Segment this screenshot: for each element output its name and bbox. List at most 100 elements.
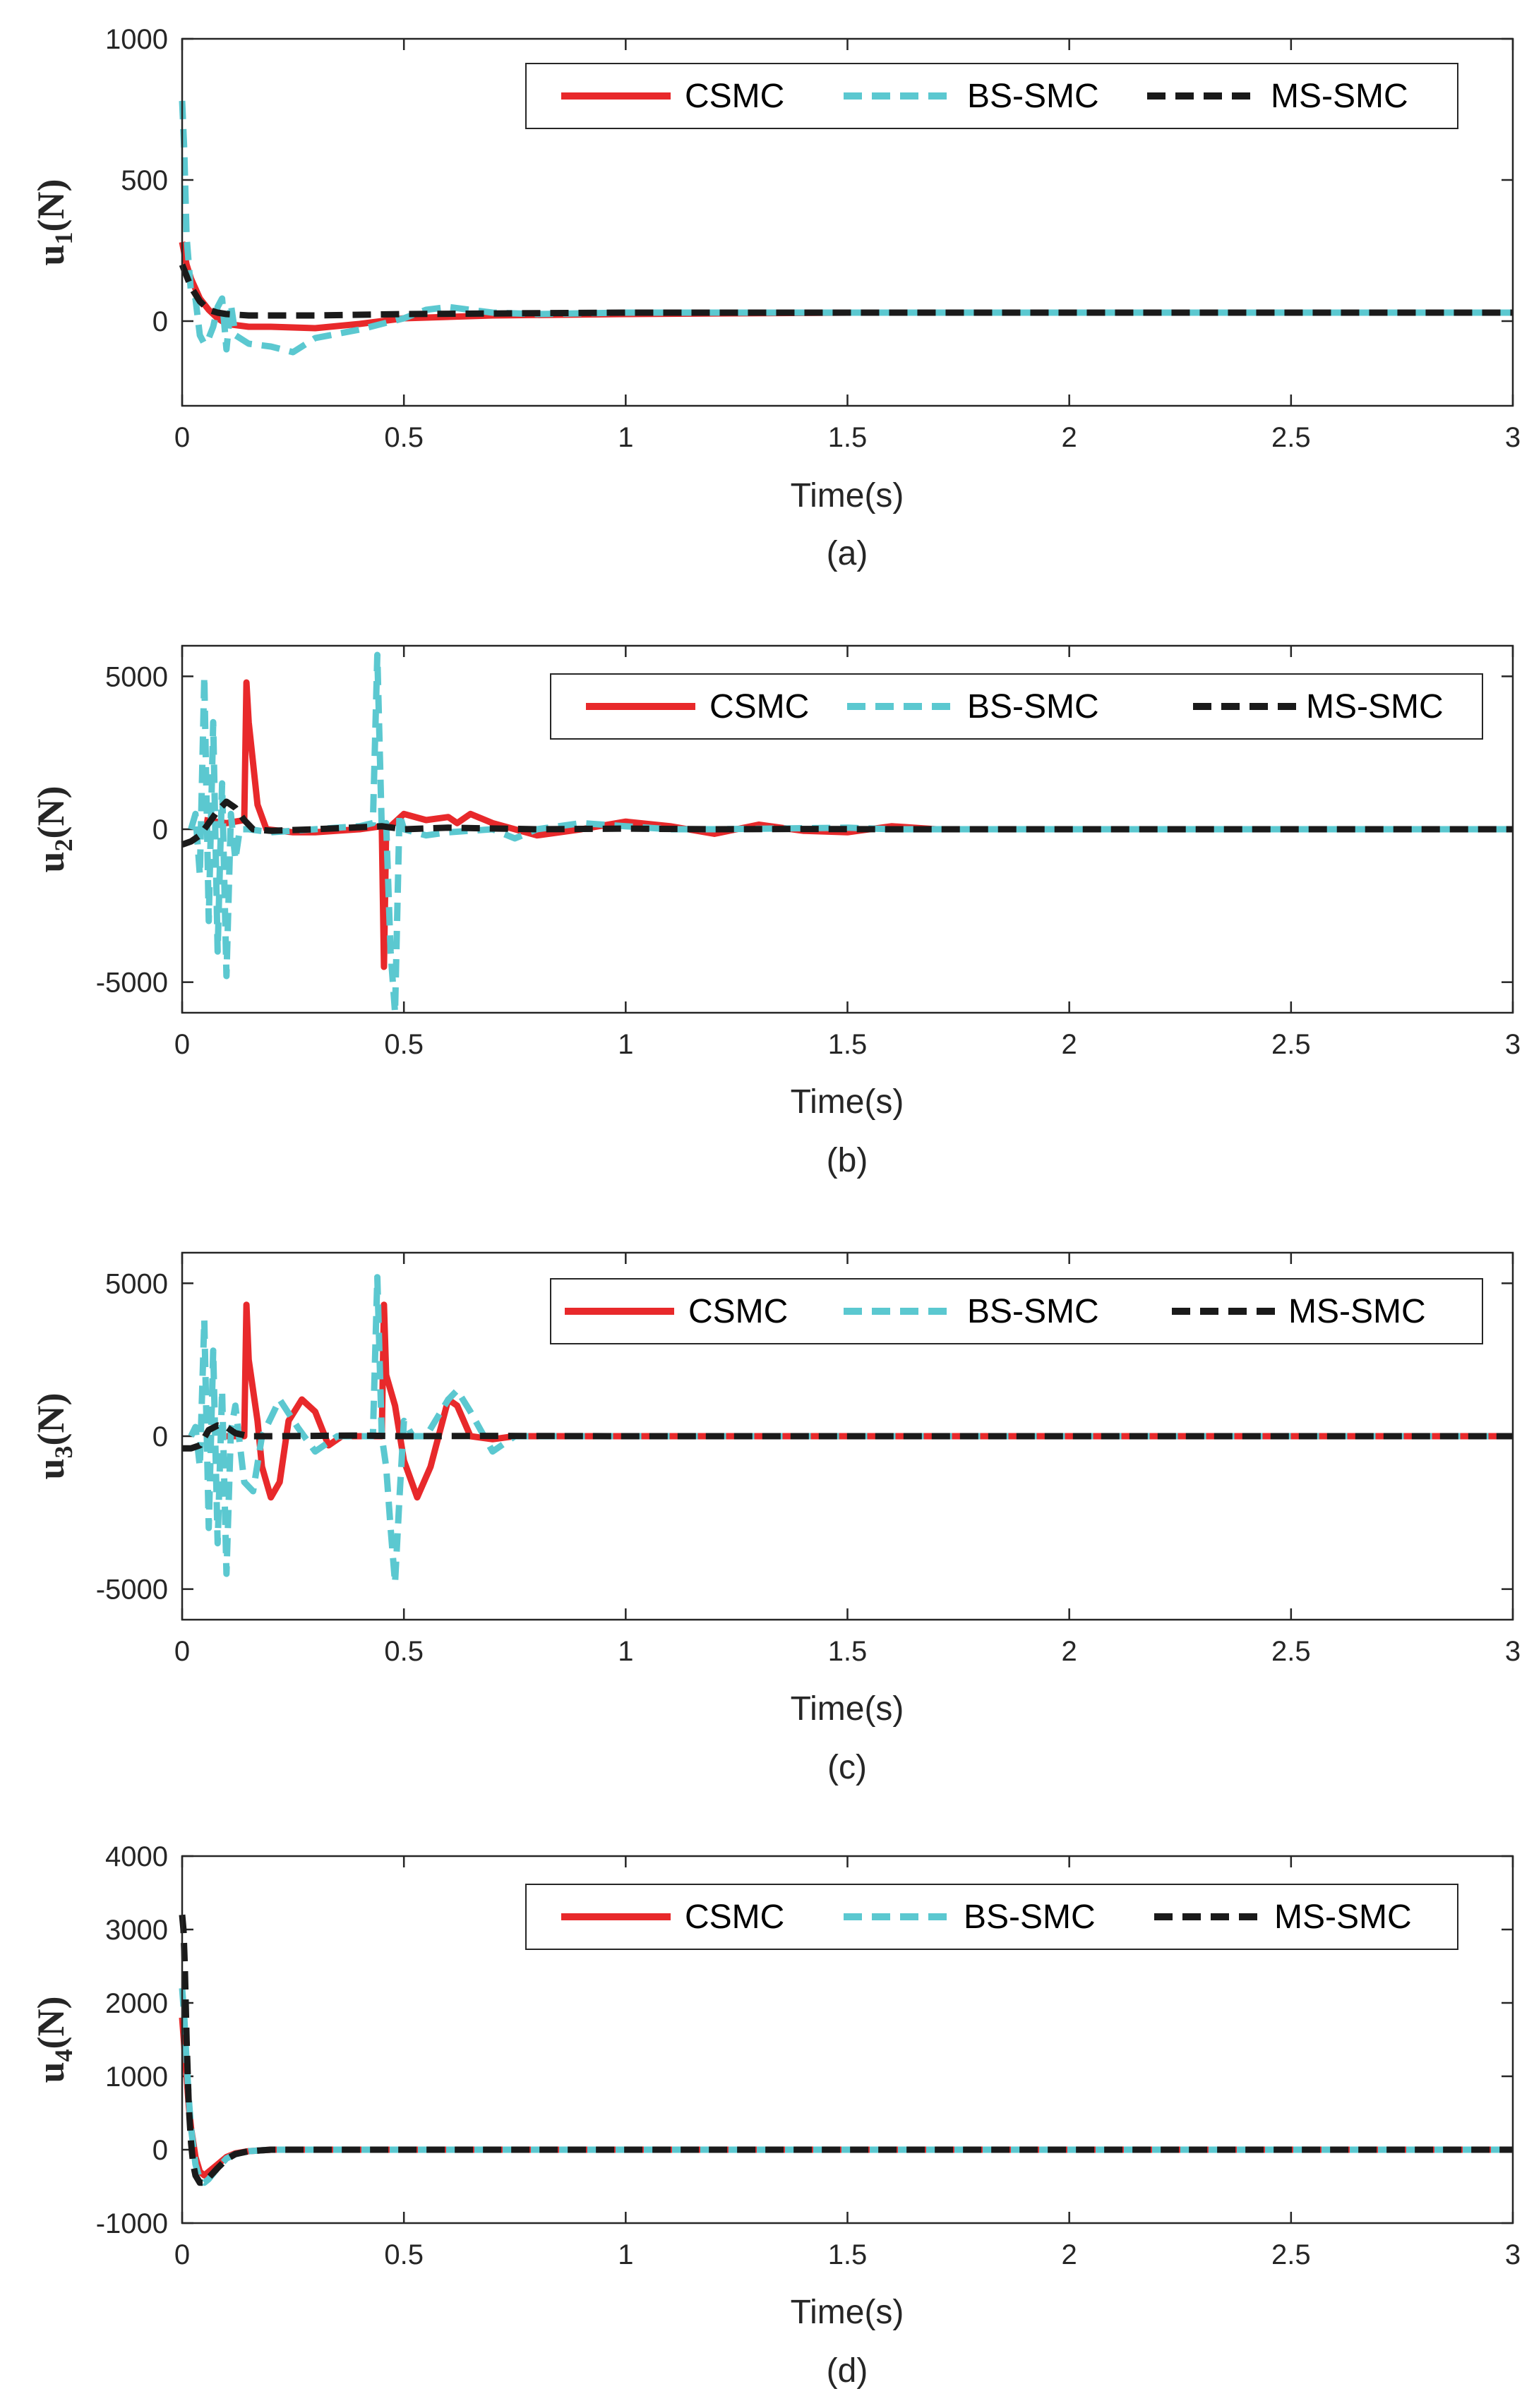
x-tick-label-d: 1 xyxy=(618,2239,633,2270)
x-tick-label-c: 2 xyxy=(1062,1636,1077,1667)
y-axis-label-a: u1(N) xyxy=(30,179,78,265)
x-tick-label-d: 0.5 xyxy=(384,2239,424,2270)
y-tick-label-a: 0 xyxy=(152,306,168,337)
series-bssmc-line-c xyxy=(188,1274,1513,1587)
legend-bssmc-label: BS-SMC xyxy=(967,688,1099,726)
legend-bssmc-label: BS-SMC xyxy=(967,1293,1099,1330)
x-tick-label-c: 0 xyxy=(174,1636,190,1667)
legend-box-b xyxy=(550,673,1483,740)
y-ticks-c: 5000 0 -5000 xyxy=(96,1268,1513,1606)
caption-b: (b) xyxy=(827,1142,868,1179)
y-ticks-d: 4000 3000 2000 1000 0 -1000 xyxy=(96,1841,1513,2239)
y-tick-label-b: 0 xyxy=(152,814,168,845)
x-tick-label-d: 2.5 xyxy=(1271,2239,1311,2270)
y-ticks-b: 5000 0 -5000 xyxy=(96,661,1513,999)
lines-c xyxy=(182,1274,1513,1587)
series-mssmc-line-c xyxy=(182,1422,1513,1452)
x-tick-label-d: 2 xyxy=(1062,2239,1077,2270)
series-mssmc-line-a xyxy=(179,263,1513,319)
axes-frame-c xyxy=(181,1251,1514,1621)
legend-mssmc-label: MS-SMC xyxy=(1274,1898,1412,1936)
x-tick-label-a: 0.5 xyxy=(384,422,424,453)
legend-mssmc-label: MS-SMC xyxy=(1288,1293,1426,1330)
y-axis-label-d: u4(N) xyxy=(30,1996,78,2083)
x-tick-label-a: 2 xyxy=(1062,422,1077,453)
legend-box-a xyxy=(525,63,1458,129)
y-tick-label-b: -5000 xyxy=(96,968,168,999)
x-tick-label-c: 3 xyxy=(1505,1636,1521,1667)
y-ticks-a: 1000 500 0 xyxy=(105,24,1513,337)
y-tick-label-b: 5000 xyxy=(105,661,168,692)
legend-a: CSMC BS-SMC MS-SMC xyxy=(525,63,1458,129)
x-tick-label-d: 3 xyxy=(1505,2239,1521,2270)
y-tick-label-c: -5000 xyxy=(96,1575,168,1606)
y-tick-label-c: 0 xyxy=(152,1421,168,1452)
caption-a: (a) xyxy=(827,535,868,572)
legend-d: CSMC BS-SMC MS-SMC xyxy=(525,1884,1458,1950)
y-axis-label-b: u2(N) xyxy=(30,785,78,872)
y-tick-label-d: 4000 xyxy=(105,1841,168,1872)
axes-frame-d xyxy=(181,1855,1514,2225)
x-axis-label-b: Time(s) xyxy=(791,1083,904,1121)
x-tick-label-d: 0 xyxy=(174,2239,190,2270)
x-tick-label-d: 1.5 xyxy=(828,2239,868,2270)
x-ticks-a: 0 0.5 1 1.5 2 2.5 3 xyxy=(174,39,1521,453)
x-axis-label-a: Time(s) xyxy=(791,477,904,514)
legend-b: CSMC BS-SMC MS-SMC xyxy=(550,673,1483,740)
panel-a: 0 0.5 1 1.5 2 2.5 3 1000 500 0 CSMC BS-SMC MS-SM… xyxy=(30,24,1521,572)
x-tick-label-a: 3 xyxy=(1505,422,1521,453)
legend-box-d xyxy=(525,1884,1458,1950)
caption-c: (c) xyxy=(827,1749,867,1786)
x-tick-label-b: 1.5 xyxy=(828,1029,868,1060)
y-tick-label-a: 500 xyxy=(121,165,168,196)
x-tick-label-b: 0 xyxy=(174,1029,190,1060)
y-tick-label-c: 5000 xyxy=(105,1268,168,1299)
y-axis-label-c: u3(N) xyxy=(30,1392,78,1479)
series-bssmc-line-b xyxy=(188,651,1513,1016)
x-ticks-c: 0 0.5 1 1.5 2 2.5 3 xyxy=(174,1253,1521,1667)
series-mssmc-line-b xyxy=(181,798,1513,848)
legend-box-c xyxy=(550,1278,1483,1344)
x-tick-label-b: 0.5 xyxy=(384,1029,424,1060)
legend-csmc-label: CSMC xyxy=(685,78,784,115)
lines-a xyxy=(179,100,1513,356)
x-tick-label-a: 0 xyxy=(174,422,190,453)
y-tick-label-d: -1000 xyxy=(96,2208,168,2239)
x-tick-label-c: 2.5 xyxy=(1271,1636,1311,1667)
x-tick-label-c: 1.5 xyxy=(828,1636,868,1667)
x-tick-label-a: 1.5 xyxy=(828,422,868,453)
x-ticks-d: 0 0.5 1 1.5 2 2.5 3 xyxy=(174,1856,1521,2270)
legend-csmc-label: CSMC xyxy=(688,1293,788,1330)
legend-mssmc-label: MS-SMC xyxy=(1306,688,1444,726)
x-tick-label-a: 2.5 xyxy=(1271,422,1311,453)
x-tick-label-b: 1 xyxy=(618,1029,633,1060)
legend-csmc-label: CSMC xyxy=(685,1898,784,1936)
x-tick-label-c: 0.5 xyxy=(384,1636,424,1667)
legend-bssmc-label: BS-SMC xyxy=(967,78,1099,115)
lines-b xyxy=(181,651,1513,1016)
x-tick-label-b: 2.5 xyxy=(1271,1029,1311,1060)
x-tick-label-a: 1 xyxy=(618,422,633,453)
lines-d xyxy=(179,1914,1513,2186)
series-bssmc-line-a xyxy=(179,100,1513,356)
x-tick-label-b: 2 xyxy=(1062,1029,1077,1060)
y-tick-label-d: 3000 xyxy=(105,1915,168,1946)
y-tick-label-d: 2000 xyxy=(105,1988,168,2019)
x-axis-label-d: Time(s) xyxy=(791,2294,904,2331)
legend-csmc-label: CSMC xyxy=(709,688,809,726)
y-tick-label-d: 0 xyxy=(152,2135,168,2166)
caption-d: (d) xyxy=(827,2352,868,2390)
y-tick-label-d: 1000 xyxy=(105,2061,168,2093)
x-tick-label-b: 3 xyxy=(1505,1029,1521,1060)
legend-bssmc-label: BS-SMC xyxy=(964,1898,1096,1936)
x-ticks-b: 0 0.5 1 1.5 2 2.5 3 xyxy=(174,646,1521,1060)
legend-mssmc-label: MS-SMC xyxy=(1271,78,1408,115)
x-tick-label-c: 1 xyxy=(618,1636,633,1667)
y-tick-label-a: 1000 xyxy=(105,24,168,55)
axes-frame-b xyxy=(181,644,1514,1014)
axes-frame-a xyxy=(181,37,1514,407)
x-axis-label-c: Time(s) xyxy=(791,1690,904,1728)
